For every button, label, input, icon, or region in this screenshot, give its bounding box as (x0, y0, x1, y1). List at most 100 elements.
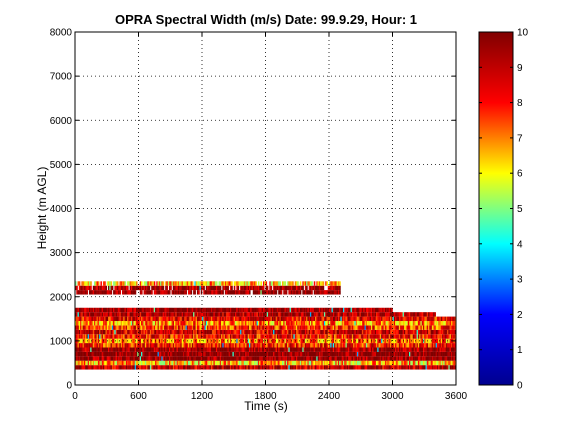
heatmap-cell (212, 285, 214, 291)
heatmap-cell (208, 343, 210, 348)
heatmap-cell (400, 334, 402, 339)
heatmap-cell (123, 281, 125, 286)
heatmap-cell (229, 290, 232, 295)
heatmap-cell (245, 334, 247, 339)
heatmap-cell (110, 365, 113, 370)
heatmap-cell (358, 316, 360, 322)
heatmap-cell (312, 312, 315, 317)
heatmap-cell (104, 321, 106, 326)
heatmap-cell (176, 343, 179, 348)
heatmap-cell (161, 325, 163, 330)
heatmap-cell (186, 307, 189, 313)
heatmap-cell (341, 316, 344, 322)
heatmap-cell (227, 290, 229, 295)
heatmap-cell (110, 312, 113, 317)
heatmap-cell (224, 351, 227, 357)
heatmap-cell (210, 365, 213, 370)
heatmap-cell (342, 307, 345, 313)
heatmap-cell (362, 334, 364, 339)
heatmap-cell (405, 338, 407, 344)
heatmap-cell (433, 343, 435, 348)
heatmap-cell (110, 290, 113, 295)
heatmap-cell (259, 307, 261, 313)
heatmap-cell (146, 316, 148, 322)
heatmap-cell (345, 325, 348, 330)
heatmap-cell (209, 347, 212, 352)
heatmap-cell (396, 321, 398, 326)
heatmap-cell (406, 343, 409, 348)
heatmap-cell (261, 343, 264, 348)
heatmap-cell (86, 285, 88, 291)
heatmap-cell (108, 356, 110, 361)
heatmap-cell (367, 356, 369, 361)
heatmap-cell (294, 351, 297, 357)
heatmap-cell (316, 347, 318, 352)
heatmap-cell (332, 356, 335, 361)
heatmap-cell (161, 365, 163, 370)
heatmap-cell (365, 321, 368, 326)
heatmap-cell (287, 329, 289, 335)
heatmap-cell (235, 316, 237, 322)
heatmap-cell (116, 329, 119, 335)
heatmap-cell (323, 365, 326, 370)
heatmap-cell (85, 347, 87, 352)
heatmap-cell (318, 290, 321, 295)
heatmap-cell (372, 360, 374, 366)
heatmap-cell (77, 316, 80, 322)
heatmap-cell (94, 325, 96, 330)
heatmap-cell (295, 307, 298, 313)
heatmap-cell (95, 338, 97, 344)
heatmap-cell (96, 329, 99, 335)
heatmap-cell (348, 325, 350, 330)
heatmap-cell (288, 351, 290, 357)
heatmap-cell (111, 321, 114, 326)
heatmap-cell (232, 351, 235, 357)
heatmap-cell (420, 329, 423, 335)
heatmap-cell (400, 329, 402, 335)
heatmap-cell (370, 325, 373, 330)
heatmap-cell (428, 321, 430, 326)
heatmap-cell (87, 329, 90, 335)
heatmap-cell (288, 307, 290, 313)
heatmap-cell (97, 285, 100, 291)
heatmap-cell (284, 360, 287, 366)
heatmap-cell (156, 360, 158, 366)
heatmap-cell (179, 316, 181, 322)
heatmap-cell (374, 325, 377, 330)
heatmap-cell (387, 316, 389, 322)
heatmap-cell (400, 343, 402, 348)
heatmap-cell (283, 316, 285, 322)
heatmap-cell (274, 285, 276, 291)
heatmap-cell (317, 325, 320, 330)
heatmap-cell (108, 312, 110, 317)
heatmap-cell (422, 321, 425, 326)
heatmap-cell (133, 351, 135, 357)
heatmap-cell (86, 334, 88, 339)
heatmap-cell (191, 360, 194, 366)
heatmap-cell (415, 351, 417, 357)
heatmap-cell (252, 351, 255, 357)
heatmap-cell (287, 351, 289, 357)
heatmap-cell (279, 290, 282, 295)
heatmap-cell (251, 307, 254, 313)
heatmap-cell (261, 360, 264, 366)
heatmap-cell (135, 334, 138, 339)
heatmap-cell (179, 347, 181, 352)
heatmap-cell (306, 312, 308, 317)
heatmap-cell (270, 321, 273, 326)
heatmap-cell (295, 316, 298, 322)
heatmap-cell (152, 365, 155, 370)
heatmap-cell (410, 351, 412, 357)
heatmap-cell (331, 307, 334, 313)
heatmap-cell (214, 347, 217, 352)
heatmap-cell (86, 356, 88, 361)
heatmap-cell (224, 281, 227, 286)
heatmap-cell (342, 360, 345, 366)
heatmap-cell (177, 338, 180, 344)
heatmap-cell (372, 316, 374, 322)
heatmap-cell (311, 351, 313, 357)
heatmap-cell (96, 338, 99, 344)
heatmap-cell (247, 290, 250, 295)
heatmap-cell (209, 351, 212, 357)
heatmap-cell (341, 351, 344, 357)
